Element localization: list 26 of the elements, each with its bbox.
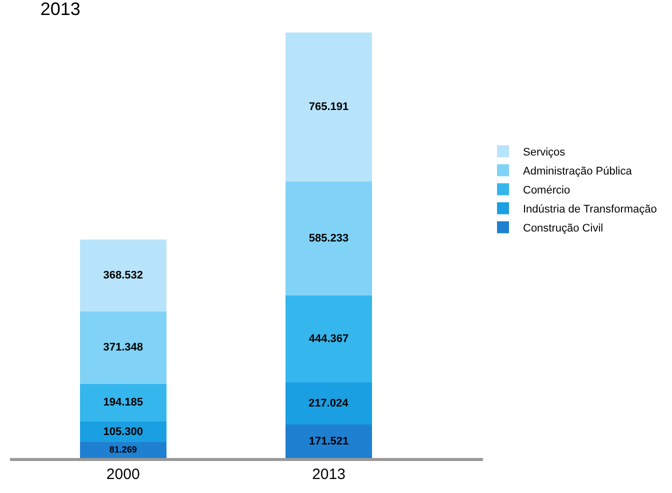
data-label: 585.233 [308, 232, 349, 245]
bar [286, 32, 372, 182]
data-label: 444.367 [308, 332, 349, 345]
data-label: 194.185 [103, 396, 143, 409]
legend-label: Administração Pública [523, 165, 633, 178]
legend-label: Serviços [523, 146, 566, 158]
legend-label: Comércio [523, 184, 570, 196]
data-label: 81.269 [109, 444, 137, 455]
bar [286, 424, 372, 458]
chart-title: 2013 [40, 0, 80, 20]
bar [286, 382, 372, 425]
data-label: 371.348 [103, 342, 143, 354]
data-label: 765.191 [308, 100, 349, 113]
data-label: 217.024 [308, 397, 350, 410]
bar [80, 442, 166, 458]
bar [80, 311, 166, 384]
data-label: 105.300 [103, 426, 143, 438]
legend-label: Indústria de Transformação [523, 203, 657, 216]
bar [80, 384, 166, 422]
data-label: 171.521 [308, 435, 349, 448]
legend-label: Construção Civil [523, 222, 604, 234]
bar [80, 240, 166, 312]
x-tick-label: 2000 [106, 466, 140, 483]
data-label: 368.532 [103, 269, 143, 282]
bar [286, 182, 372, 296]
bar [286, 296, 372, 382]
